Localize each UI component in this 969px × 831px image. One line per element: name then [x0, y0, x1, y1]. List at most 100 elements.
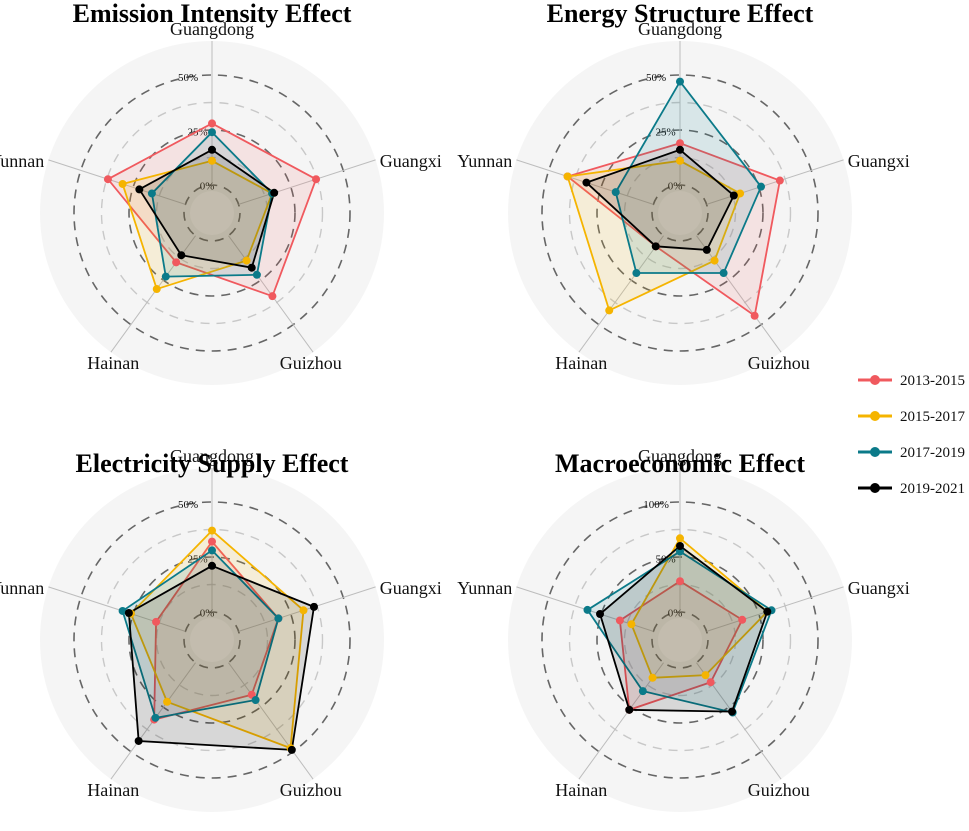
radar-tick-label: 0%: [668, 180, 683, 192]
data-point-2017-2019: [208, 546, 216, 555]
data-point-2013-2015: [775, 176, 784, 185]
data-point-2017-2019: [583, 605, 592, 614]
series-polygon-2017-2019: [150, 130, 274, 278]
radar-spoke: [578, 662, 664, 780]
data-point-2019-2021: [177, 251, 186, 260]
axis-label-guangdong: Guangdong: [170, 19, 254, 39]
series-polygon-2015-2017: [630, 536, 769, 679]
radar-chart-4: 0%50%100%GuangdongGuangxiGuizhouHainanYu…: [457, 446, 910, 812]
radar-spoke: [696, 235, 782, 353]
data-point-2013-2015: [676, 139, 684, 148]
series-polygon-2017-2019: [586, 550, 773, 714]
radar-grid-ring: [541, 501, 819, 779]
radar-spoke: [578, 235, 664, 353]
data-point-2019-2021: [134, 736, 143, 745]
data-point-2013-2015: [738, 615, 747, 624]
data-point-2017-2019: [611, 188, 620, 197]
axis-label-hainan: Hainan: [555, 353, 607, 373]
data-point-2017-2019: [632, 269, 641, 278]
radar-center-hole: [190, 618, 234, 662]
series-polygon-2013-2015: [106, 122, 318, 298]
data-point-2015-2017: [299, 606, 308, 615]
data-point-2015-2017: [605, 306, 614, 315]
legend-marker: [870, 447, 880, 457]
chart-title: Emission Intensity Effect: [73, 0, 352, 28]
data-point-2019-2021: [309, 602, 318, 611]
data-point-2019-2021: [625, 705, 634, 714]
data-point-2015-2017: [118, 179, 127, 188]
radar-spoke: [48, 159, 186, 205]
radar-tick-label: 0%: [200, 180, 215, 192]
data-point-2015-2017: [627, 620, 636, 629]
data-point-2019-2021: [596, 610, 605, 619]
axis-label-guangdong: Guangdong: [170, 446, 254, 466]
data-point-2013-2015: [615, 616, 624, 625]
series-polygon-2019-2021: [584, 148, 735, 251]
data-point-2015-2017: [648, 673, 657, 682]
radar-center-hole: [658, 618, 702, 662]
data-point-2019-2021: [702, 245, 711, 254]
series-polygon-2017-2019: [121, 549, 280, 719]
data-point-2019-2021: [676, 145, 684, 154]
data-point-2017-2019: [161, 272, 170, 281]
data-point-2017-2019: [719, 269, 728, 278]
radar-tick-label: 25%: [656, 126, 676, 138]
data-point-2019-2021: [728, 707, 737, 716]
chart-title: Energy Structure Effect: [547, 0, 814, 28]
legend-marker: [870, 375, 880, 385]
axis-label-yunnan: Yunnan: [0, 151, 44, 171]
radar-chart-2: 0% 25% 50% Guangdong Guangxi Guizhou Hainan Yun…: [457, 0, 910, 385]
radar-chart-3: 0%25%50%GuangdongGuangxiGuizhouHainanYun…: [0, 446, 442, 812]
data-point-2017-2019: [151, 713, 160, 722]
data-point-2013-2015: [312, 175, 321, 184]
data-point-2017-2019: [274, 614, 283, 623]
data-point-2017-2019: [676, 547, 684, 556]
axis-label-yunnan: Yunnan: [457, 578, 512, 598]
data-point-2019-2021: [247, 263, 256, 272]
radar-tick-label: 0%: [668, 607, 683, 619]
radar-spoke: [238, 159, 376, 205]
data-point-2017-2019: [676, 77, 684, 86]
data-point-2019-2021: [270, 188, 279, 197]
axis-label-guangxi: Guangxi: [380, 151, 442, 171]
data-point-2015-2017: [736, 189, 745, 198]
radar-grid-ring: [73, 74, 351, 352]
radar-tick-label: 50%: [178, 72, 198, 84]
data-point-2019-2021: [651, 242, 660, 251]
data-point-2013-2015: [706, 678, 715, 687]
radar-grid-ring: [541, 74, 819, 352]
data-point-2019-2021: [676, 542, 684, 550]
data-point-2017-2019: [147, 189, 156, 198]
legend-label: 2019-2021: [900, 481, 965, 497]
axis-label-hainan: Hainan: [87, 780, 139, 800]
radar-spoke: [228, 662, 314, 780]
series-polygon-2015-2017: [566, 159, 742, 312]
radar-tick-label: 50%: [646, 72, 666, 84]
data-point-2019-2021: [124, 608, 133, 617]
data-point-2019-2021: [287, 745, 296, 754]
radar-center-hole: [658, 191, 702, 235]
data-point-2013-2015: [208, 119, 216, 128]
radar-chart-1: 0%25%50%GuangdongGuangxiGuizhouHainanYun…: [0, 0, 442, 385]
data-point-2013-2015: [172, 258, 181, 267]
radar-spoke: [48, 586, 186, 632]
data-point-2015-2017: [152, 285, 161, 294]
legend-label: 2017-2019: [900, 445, 965, 461]
axis-label-guizhou: Guizhou: [280, 353, 342, 373]
legend-item: 2019-2021: [858, 481, 965, 497]
data-point-2013-2015: [208, 537, 216, 546]
chart-title: Electricity Supply Effect: [76, 449, 349, 478]
axis-label-guizhou: Guizhou: [748, 353, 810, 373]
data-point-2013-2015: [750, 311, 759, 320]
data-point-2013-2015: [268, 292, 277, 301]
series-polygon-2019-2021: [138, 148, 276, 269]
series-polygon-2019-2021: [598, 544, 769, 713]
axis-label-guangxi: Guangxi: [848, 151, 910, 171]
data-point-2017-2019: [252, 270, 261, 279]
legend: 2013-2015 2015-2017 2017-2019 2019-2021: [858, 373, 965, 497]
data-point-2015-2017: [676, 534, 684, 543]
legend-item: 2013-2015: [858, 373, 965, 389]
data-point-2019-2021: [135, 185, 144, 194]
data-point-2017-2019: [638, 687, 647, 696]
